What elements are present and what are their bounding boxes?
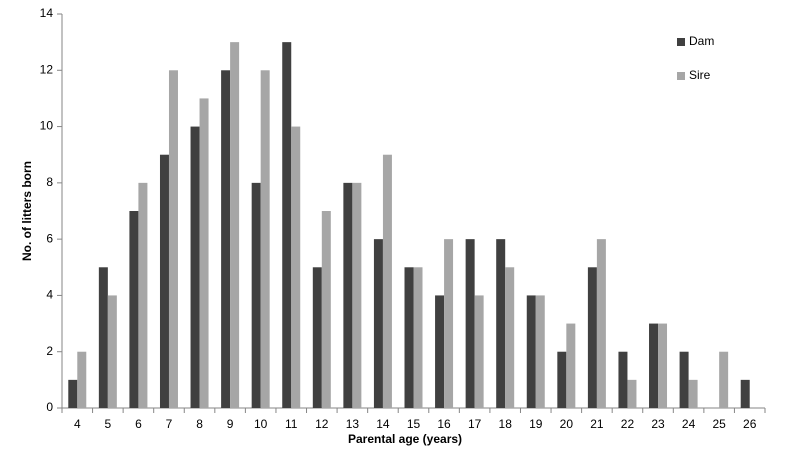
bar xyxy=(587,267,597,408)
bar xyxy=(557,351,567,408)
bar xyxy=(526,295,536,408)
x-tick-label: 10 xyxy=(254,417,268,431)
bar xyxy=(465,239,475,408)
bar xyxy=(413,267,423,408)
bar xyxy=(129,211,139,408)
x-tick-label: 26 xyxy=(743,417,757,431)
x-axis-label: Parental age (years) xyxy=(348,432,462,446)
bar xyxy=(190,126,200,409)
bar xyxy=(98,267,108,408)
x-tick-label: 20 xyxy=(560,417,574,431)
bar xyxy=(168,70,178,409)
bar xyxy=(107,295,117,408)
x-tick-label: 5 xyxy=(105,417,112,431)
bar xyxy=(221,70,231,409)
bar xyxy=(77,351,87,408)
x-tick-label: 11 xyxy=(285,417,298,431)
bar xyxy=(291,126,301,409)
y-tick-label: 12 xyxy=(40,62,54,76)
y-tick-label: 0 xyxy=(46,400,53,414)
legend-label: Sire xyxy=(689,68,711,82)
bar xyxy=(352,182,362,408)
y-axis-label: No. of litters born xyxy=(20,161,34,261)
legend-label: Dam xyxy=(689,34,714,48)
x-tick-label: 16 xyxy=(437,417,451,431)
bar xyxy=(230,42,240,409)
x-tick-label: 21 xyxy=(590,417,604,431)
bar xyxy=(679,351,689,408)
bar xyxy=(321,211,331,408)
bar xyxy=(688,379,698,408)
bar xyxy=(343,182,353,408)
bar xyxy=(474,295,484,408)
bar xyxy=(627,379,637,408)
bar xyxy=(282,42,292,409)
x-tick-label: 23 xyxy=(651,417,665,431)
bar xyxy=(435,295,445,408)
y-tick-label: 10 xyxy=(40,119,54,133)
bar xyxy=(373,239,383,408)
bar xyxy=(658,323,668,408)
x-tick-label: 18 xyxy=(499,417,513,431)
y-tick-label: 2 xyxy=(46,344,53,358)
x-tick-label: 24 xyxy=(682,417,696,431)
bar xyxy=(505,267,515,408)
x-tick-label: 8 xyxy=(196,417,203,431)
bar xyxy=(382,154,392,408)
x-tick-label: 19 xyxy=(529,417,543,431)
bar xyxy=(496,239,506,408)
x-tick-label: 14 xyxy=(376,417,390,431)
bar xyxy=(649,323,659,408)
x-tick-label: 25 xyxy=(712,417,726,431)
x-tick-label: 22 xyxy=(621,417,635,431)
bar xyxy=(312,267,322,408)
bar xyxy=(596,239,606,408)
legend-swatch xyxy=(677,38,685,46)
bar xyxy=(566,323,576,408)
x-tick-label: 15 xyxy=(407,417,421,431)
x-tick-label: 9 xyxy=(227,417,234,431)
bar xyxy=(260,70,270,409)
x-tick-label: 12 xyxy=(315,417,329,431)
bar xyxy=(444,239,454,408)
x-tick-label: 6 xyxy=(135,417,142,431)
x-tick-label: 17 xyxy=(468,417,482,431)
y-tick-label: 14 xyxy=(40,6,54,20)
bar xyxy=(138,182,148,408)
y-tick-label: 6 xyxy=(46,231,53,245)
legend-swatch xyxy=(677,72,685,80)
bar xyxy=(251,182,261,408)
y-tick-label: 8 xyxy=(46,175,53,189)
bar xyxy=(404,267,414,408)
bar xyxy=(159,154,169,408)
bar xyxy=(199,98,209,408)
bar xyxy=(719,351,729,408)
bar xyxy=(618,351,628,408)
x-tick-label: 13 xyxy=(346,417,360,431)
bar xyxy=(740,379,750,408)
x-tick-label: 4 xyxy=(74,417,81,431)
y-tick-label: 4 xyxy=(46,288,53,302)
x-tick-label: 7 xyxy=(166,417,173,431)
bar xyxy=(68,379,78,408)
bar xyxy=(535,295,545,408)
